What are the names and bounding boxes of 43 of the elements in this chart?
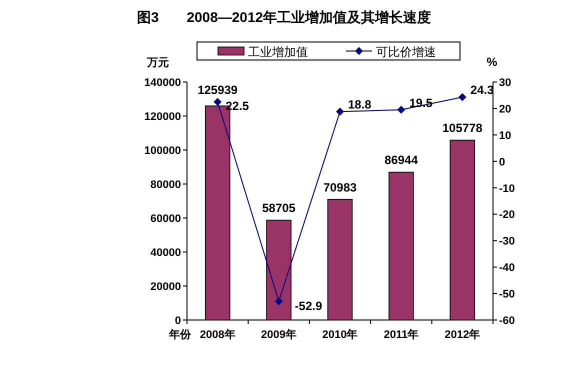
data-label: 86944 — [384, 153, 418, 168]
y2-tick-label: 30 — [499, 77, 512, 89]
y-axis-title: 万元 — [146, 57, 169, 69]
y-tick-label: 100000 — [144, 145, 181, 157]
data-label: 24.3 — [470, 83, 494, 98]
chart-title: 图3 2008—2012年工业增加值及其增长速度 — [136, 9, 432, 25]
y2-tick-label: -30 — [499, 236, 515, 248]
y2-axis-title: % — [486, 55, 498, 69]
y-tick-label: 20000 — [150, 281, 181, 293]
data-label: 22.5 — [226, 98, 250, 113]
data-label: 105778 — [442, 121, 483, 136]
data-label: 58705 — [262, 201, 296, 216]
y2-tick-label: 0 — [499, 156, 506, 168]
data-label: 18.8 — [348, 98, 372, 112]
data-label: 125939 — [198, 82, 238, 97]
x-tick-label: 2010年 — [322, 328, 358, 341]
point — [397, 106, 406, 114]
data-label: -52.9 — [294, 299, 322, 314]
x-tick-label: 2009年 — [261, 328, 297, 341]
y2-tick-label: 10 — [499, 130, 512, 142]
y2-tick-label: -50 — [499, 288, 515, 301]
point — [214, 98, 222, 106]
y-tick-label: 0 — [174, 315, 181, 327]
y2-tick-label: -40 — [499, 262, 515, 274]
point — [336, 108, 344, 116]
y-tick-label: 120000 — [144, 111, 181, 123]
y2-tick-label: -20 — [499, 209, 515, 222]
y2-tick-label: 20 — [499, 103, 512, 116]
x-axis-title: 年份 — [168, 328, 192, 341]
x-tick-label: 2011年 — [384, 328, 419, 341]
legend-label: 可比价增速 — [376, 45, 436, 59]
y-tick-label: 80000 — [150, 179, 181, 191]
y-tick-label: 140000 — [144, 77, 181, 89]
x-tick-label: 2012年 — [444, 328, 480, 341]
y2-tick-label: -60 — [499, 315, 515, 327]
x-tick-label: 2008年 — [200, 328, 236, 341]
y-tick-label: 60000 — [150, 213, 181, 225]
legend-label: 工业增加值 — [248, 45, 308, 59]
data-label: 70983 — [323, 180, 358, 194]
y-tick-label: 40000 — [150, 247, 181, 259]
y2-tick-label: -10 — [499, 182, 515, 195]
point — [458, 93, 466, 102]
point — [274, 297, 283, 306]
